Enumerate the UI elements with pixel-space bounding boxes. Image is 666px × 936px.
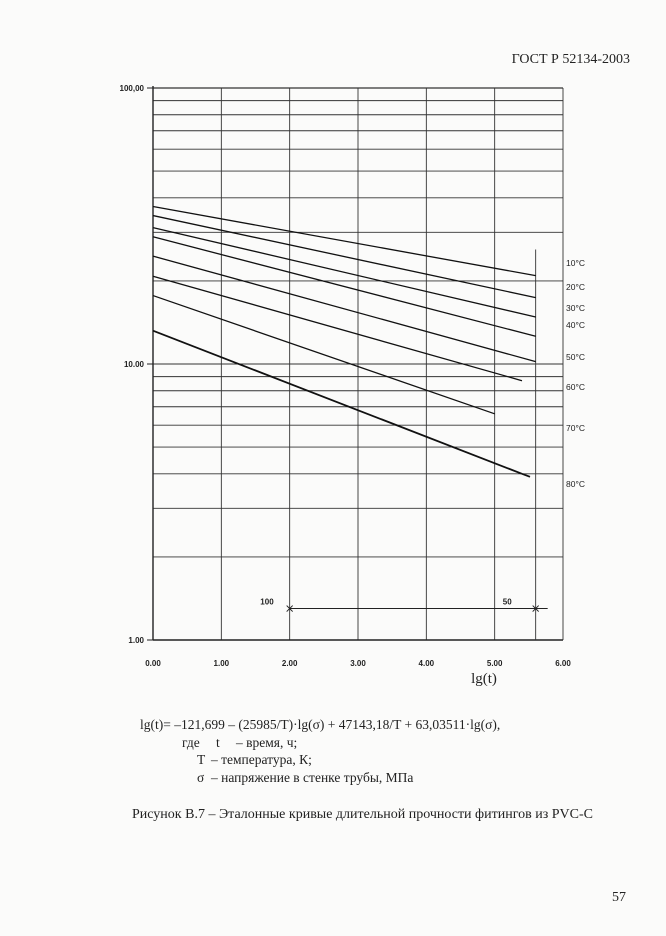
var-description: температура, К;: [221, 752, 312, 767]
series-line: [152, 294, 495, 415]
x-axis-label: lg(t): [471, 671, 497, 687]
temperature-label: 60°C: [566, 382, 585, 392]
formula-var-t: где t – время, ч;: [182, 734, 298, 750]
series-line: [152, 214, 536, 299]
x-tick-label: 0.00: [145, 659, 161, 668]
x-tick-label: 2.00: [282, 659, 298, 668]
temperature-label: 20°C: [566, 282, 585, 292]
y-tick-label: 1.00: [128, 636, 144, 645]
y-tick-label: 100,00: [120, 84, 145, 93]
formula-equation: lg(t)= –121,699 – (25985/T)·lg(σ) + 4714…: [140, 717, 501, 732]
marker-label: 50: [503, 598, 512, 607]
temperature-label: 80°C: [566, 479, 585, 489]
x-tick-label: 3.00: [350, 659, 366, 668]
x-tick-label: 1.00: [214, 659, 230, 668]
series-line-tail: [521, 472, 531, 478]
var-symbol: t: [216, 734, 220, 750]
series-line: [152, 205, 536, 277]
temperature-label: 70°C: [566, 423, 585, 433]
marker-label: 100: [260, 598, 274, 607]
x-tick-label: 6.00: [555, 659, 571, 668]
y-tick-label: 10.00: [124, 360, 145, 369]
figure-caption: Рисунок В.7 – Эталонные кривые длительно…: [132, 807, 593, 822]
page-number: 57: [612, 890, 626, 905]
marker-cross: [286, 605, 294, 612]
series-line: [152, 236, 536, 337]
x-tick-label: 5.00: [487, 659, 503, 668]
standard-header: ГОСТ Р 52134-2003: [511, 52, 630, 67]
var-description: напряжение в стенке трубы, МПа: [221, 769, 414, 785]
series-line: [152, 255, 536, 363]
series-line: [152, 329, 523, 475]
series-line: [152, 275, 523, 382]
temperature-label: 30°C: [566, 303, 585, 313]
formula-var-T: T – температура, К;: [197, 752, 312, 767]
var-symbol: T: [197, 752, 206, 767]
formula-block: lg(t)= –121,699 – (25985/T)·lg(σ) + 4714…: [140, 716, 500, 786]
x-tick-label: 4.00: [419, 659, 435, 668]
temperature-label: 50°C: [566, 352, 585, 362]
var-description: время, ч;: [246, 734, 298, 750]
var-symbol: σ: [197, 769, 205, 785]
series-line: [152, 226, 536, 318]
marker-cross: [532, 605, 540, 612]
long-term-strength-chart: 100,00 10.00 1.00 0.00 1.00 2.00 3.00 4.00 5.00 6…: [120, 84, 585, 687]
temperature-label: 10°C: [566, 258, 585, 268]
where-label: где: [182, 734, 200, 750]
formula-var-sigma: σ – напряжение в стенке трубы, МПа: [197, 769, 414, 785]
temperature-label: 40°C: [566, 320, 585, 330]
